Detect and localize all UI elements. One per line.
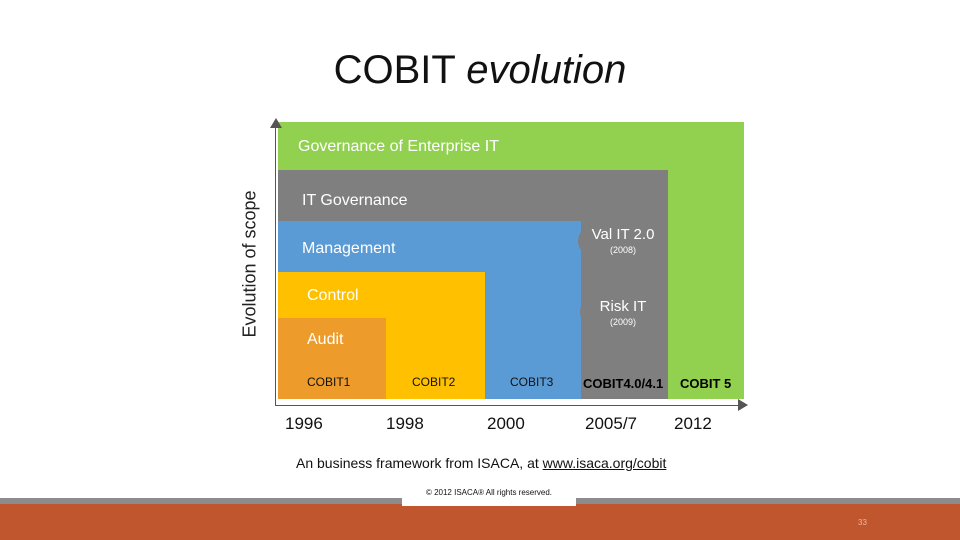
footer-bar [0, 504, 960, 540]
y-axis-arrow-icon [270, 118, 282, 128]
label-control: Control [307, 287, 359, 304]
label-audit: Audit [307, 331, 344, 348]
risk-it-name: Risk IT [599, 298, 647, 315]
label-management: Management [302, 240, 396, 257]
version-label: COBIT2 [412, 375, 456, 389]
version-label: COBIT1 [307, 375, 351, 389]
year-label: 2012 [674, 414, 712, 433]
x-axis-line [275, 405, 740, 406]
page-number: 33 [858, 518, 867, 527]
title-main: COBIT [333, 48, 456, 92]
year-label: 1996 [285, 414, 323, 433]
x-axis-arrow-icon [738, 399, 748, 411]
isaca-link[interactable]: www.isaca.org/cobit [542, 455, 667, 471]
caption-text: An business framework from ISACA, at [296, 455, 543, 471]
year-label: 2005/7 [585, 414, 637, 433]
val-it-year: (2008) [609, 245, 636, 255]
copyright-box [402, 484, 576, 506]
title-italic: evolution [466, 48, 627, 92]
version-label: COBIT 5 [680, 376, 732, 391]
oval-risk-it: Risk IT (2009) [580, 287, 666, 337]
label-governance-enterprise-it: Governance of Enterprise IT [298, 138, 499, 155]
y-axis-line [275, 124, 276, 406]
year-label: 1998 [386, 414, 424, 433]
y-axis-label: Evolution of scope [239, 190, 260, 338]
risk-it-year: (2009) [609, 317, 636, 327]
copyright-text: © 2012 ISACA® All rights reserved. [425, 488, 553, 497]
year-label: 2000 [487, 414, 525, 433]
val-it-name: Val IT 2.0 [591, 226, 655, 243]
version-label: COBIT3 [510, 375, 554, 389]
version-label: COBIT4.0/4.1 [583, 376, 664, 391]
region-audit [278, 318, 386, 399]
slide-title: COBIT evolution [0, 48, 960, 93]
caption: An business framework from ISACA, at www… [296, 455, 666, 471]
oval-val-it: Val IT 2.0 (2008) [578, 215, 668, 267]
label-it-governance: IT Governance [302, 192, 408, 209]
